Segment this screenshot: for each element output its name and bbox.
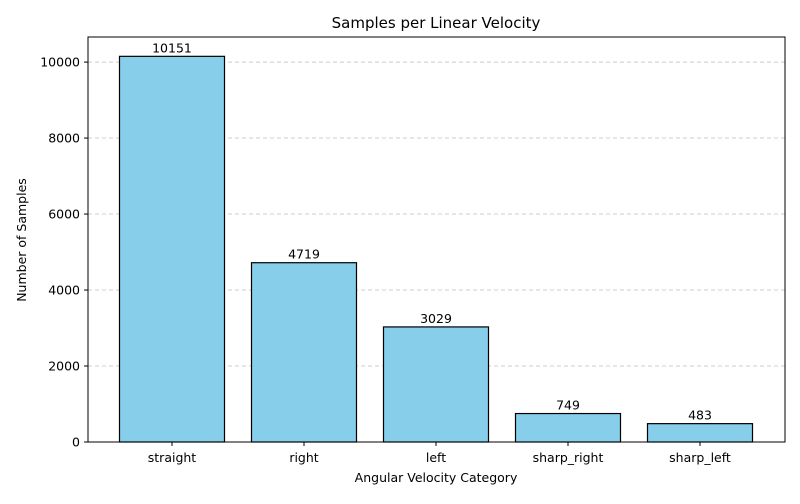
x-tick-label-right: right	[289, 450, 318, 465]
data-labels: 10151 4719 3029 749 483	[152, 40, 712, 422]
x-tick-label-sharp_left: sharp_left	[669, 450, 731, 465]
x-tick-label-sharp_right: sharp_right	[533, 450, 604, 465]
bar-left	[382, 326, 490, 443]
data-label-straight: 10151	[152, 40, 192, 55]
bar-right	[250, 262, 358, 443]
x-tick-label-left: left	[426, 450, 446, 465]
y-tick-label: 2000	[48, 359, 80, 374]
data-label-sharp_right: 749	[556, 398, 580, 413]
y-tick-label: 6000	[48, 207, 80, 222]
y-axis-label: Number of Samples	[14, 178, 29, 302]
x-axis-label: Angular Velocity Category	[355, 470, 518, 485]
y-tick-label: 4000	[48, 283, 80, 298]
bar-straight	[118, 55, 226, 443]
y-axis-ticks: 0 2000 4000 6000 8000 10000	[40, 55, 88, 450]
y-tick-label: 8000	[48, 131, 80, 146]
bars	[118, 55, 754, 443]
data-label-right: 4719	[288, 247, 320, 262]
y-tick-label: 10000	[40, 55, 80, 70]
data-label-sharp_left: 483	[688, 408, 712, 423]
y-tick-label: 0	[72, 435, 80, 450]
data-label-left: 3029	[420, 311, 452, 326]
bar-sharp_right	[514, 412, 622, 443]
x-tick-label-straight: straight	[148, 450, 197, 465]
plot-frame	[87, 36, 786, 443]
x-axis-ticks: straight right left sharp_right sharp_left	[148, 442, 731, 465]
chart-title: Samples per Linear Velocity	[332, 14, 541, 32]
bar-sharp_left	[646, 423, 754, 443]
